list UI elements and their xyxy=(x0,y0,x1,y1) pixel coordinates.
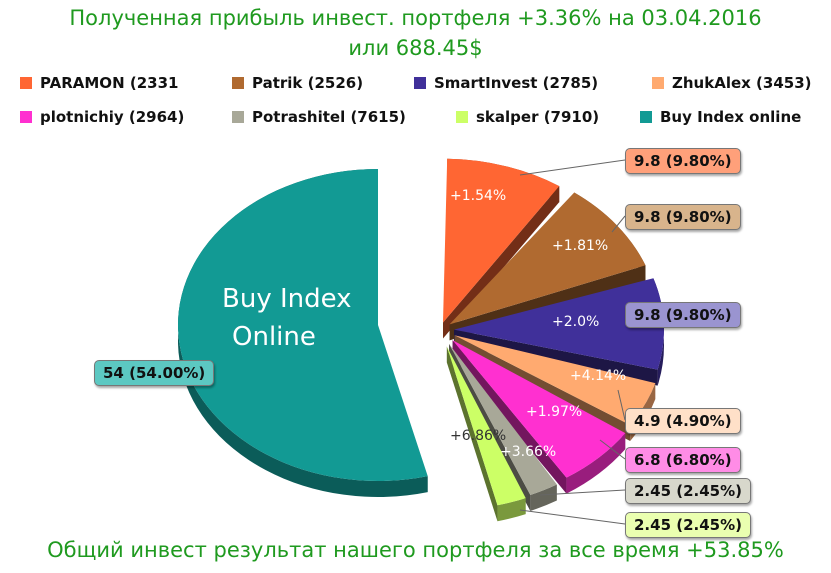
profit-label-5: +3.66% xyxy=(500,444,557,460)
value-label-buy-index: 54 (54.00%) xyxy=(94,360,215,386)
legend-item-buyindex: Buy Index online xyxy=(640,108,801,126)
legend-label: Potrashitel (7615) xyxy=(252,108,406,126)
value-label-5: 2.45 (2.45%) xyxy=(625,478,751,504)
leader-line xyxy=(611,215,626,233)
legend-swatch xyxy=(640,111,652,123)
buy-index-label-line: Buy Index xyxy=(222,284,352,314)
footer-summary: Общий инвест результат нашего портфеля з… xyxy=(47,538,784,562)
value-label-6: 2.45 (2.45%) xyxy=(625,512,751,538)
value-label-2: 9.8 (9.80%) xyxy=(625,302,741,328)
slice-0 xyxy=(442,158,560,339)
profit-label-4: +1.97% xyxy=(526,404,583,420)
legend-label: Patrik (2526) xyxy=(252,74,364,92)
legend-label: SmartInvest (2785) xyxy=(434,74,599,92)
leader-line xyxy=(519,509,626,525)
slice-2-top xyxy=(453,278,664,370)
profit-label-1: +1.81% xyxy=(552,238,609,254)
legend-swatch xyxy=(232,111,244,123)
slice-6 xyxy=(446,346,526,522)
slice-6-side xyxy=(497,498,526,522)
slice-1-top xyxy=(449,192,646,325)
legend-item-paramon: PARAMON (2331 xyxy=(20,74,178,92)
legend-swatch xyxy=(20,111,32,123)
legend-item-zhukalex: ZhukAlex (3453) xyxy=(652,74,812,92)
legend-item-plotnichiy: plotnichiy (2964) xyxy=(20,108,184,126)
legend-label: plotnichiy (2964) xyxy=(40,108,185,126)
slice-0-edge xyxy=(442,186,560,339)
profit-label-6: +6.86% xyxy=(450,428,507,444)
legend-item-patrik: Patrik (2526) xyxy=(232,74,363,92)
profit-label-0: +1.54% xyxy=(450,188,507,204)
legend-swatch xyxy=(414,77,426,89)
slice-5-side xyxy=(530,484,557,511)
slice-buy-index-top xyxy=(178,169,428,481)
legend-item-skalper: skalper (7910) xyxy=(456,108,599,126)
chart-title: Полученная прибыль инвест. портфеля +3.3… xyxy=(69,6,762,30)
legend-item-potrashitel: Potrashitel (7615) xyxy=(232,108,406,126)
legend-swatch xyxy=(652,77,664,89)
slice-5-top xyxy=(449,343,557,495)
legend-swatch xyxy=(456,111,468,123)
slice-buy-index xyxy=(178,169,428,497)
profit-label-2: +2.0% xyxy=(552,314,600,330)
value-label-0: 9.8 (9.80%) xyxy=(625,148,741,174)
slice-4-edge xyxy=(452,340,567,494)
chart-subtitle: или 688.45$ xyxy=(348,36,483,60)
slice-6-top xyxy=(446,346,526,506)
legend: PARAMON (2331 Patrik (2526) SmartInvest … xyxy=(0,74,831,134)
legend-label: ZhukAlex (3453) xyxy=(672,74,812,92)
legend-swatch xyxy=(232,77,244,89)
legend-label: PARAMON (2331 xyxy=(40,74,179,92)
slice-0-top xyxy=(442,158,560,323)
leader-line xyxy=(519,159,626,176)
leader-line xyxy=(539,489,626,496)
slice-6-edge xyxy=(446,346,498,522)
buy-index-slice-label: Buy Index Online xyxy=(222,280,372,356)
leader-line xyxy=(617,389,626,421)
slice-3-top xyxy=(454,335,656,426)
legend-item-smartinvest: SmartInvest (2785) xyxy=(414,74,598,92)
legend-label: skalper (7910) xyxy=(476,108,600,126)
profit-label-3: +4.14% xyxy=(570,368,627,384)
slice-4-top xyxy=(452,340,626,478)
value-label-3: 4.9 (4.90%) xyxy=(625,408,741,434)
leader-line xyxy=(599,439,626,460)
legend-swatch xyxy=(20,77,32,89)
value-label-1: 9.8 (9.80%) xyxy=(625,204,741,230)
buy-index-label-line: Online xyxy=(232,322,316,352)
value-label-4: 6.8 (6.80%) xyxy=(625,447,741,473)
legend-label: Buy Index online xyxy=(660,108,802,126)
